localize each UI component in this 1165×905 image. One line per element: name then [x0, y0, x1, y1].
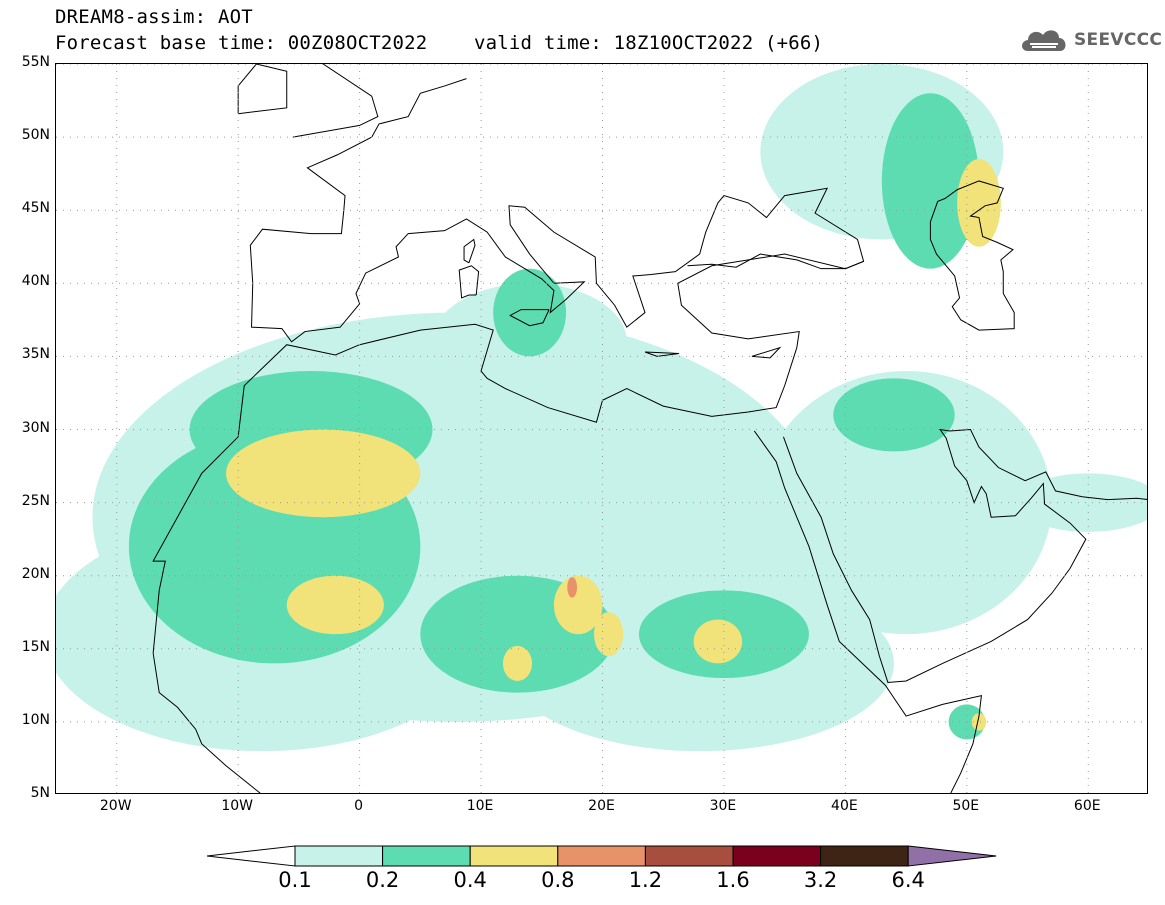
lat-tick-label: 45N — [21, 200, 50, 217]
aot-region — [833, 378, 955, 452]
coastline — [237, 64, 288, 115]
colorbar-tick-label: 6.4 — [891, 868, 925, 892]
coastline — [751, 346, 782, 359]
aot-region — [553, 575, 603, 635]
colorbar-segment — [820, 845, 909, 867]
lat-tick-label: 35N — [21, 346, 50, 363]
lon-tick-label: 20W — [99, 798, 132, 814]
aot-region — [881, 93, 979, 269]
colorbar-high-arrow — [907, 845, 997, 867]
cloud-icon — [1022, 30, 1066, 51]
aot-region — [693, 619, 743, 664]
logo-text: SEEVCCC — [1074, 30, 1163, 50]
lon-tick-label: 10W — [221, 798, 253, 814]
colorbar-segment — [469, 845, 559, 867]
coastlines — [152, 64, 1147, 793]
lon-tick-label: 40E — [831, 798, 858, 814]
lat-tick-label: 30N — [21, 419, 50, 436]
lat-tick-label: 55N — [21, 54, 50, 70]
aot-region — [760, 371, 1052, 635]
lon-tick-label: 50E — [952, 798, 980, 814]
colorbar-segment — [557, 845, 646, 867]
colorbar-tick-label: 1.2 — [628, 868, 663, 892]
aot-region — [286, 575, 384, 635]
aot-region — [567, 577, 577, 598]
aot-region — [957, 159, 1001, 247]
lon-tick-label: 10E — [466, 798, 494, 814]
colorbar-tick-label: 0.8 — [541, 868, 575, 892]
lon-tick-label: 20E — [588, 798, 615, 814]
lat-tick-label: 10N — [21, 711, 50, 728]
map-panel — [55, 63, 1148, 794]
lat-tick-label: 5N — [30, 785, 50, 801]
colorbar-segment — [294, 845, 384, 867]
coastline — [644, 351, 680, 357]
lat-tick-label: 25N — [21, 492, 50, 509]
lat-tick-label: 15N — [21, 638, 50, 655]
colorbar-tick-label: 3.2 — [803, 868, 838, 892]
aot-region — [971, 713, 987, 731]
chart-title: DREAM8-assim: AOT — [55, 6, 253, 28]
colorbar-tick-label: 0.2 — [365, 868, 400, 892]
lat-tick-label: 50N — [21, 127, 50, 144]
colorbar-tick-label: 0.1 — [278, 868, 312, 892]
colorbar-segment — [382, 845, 471, 867]
colorbar-tick-label: 0.4 — [453, 868, 487, 892]
aot-region — [1015, 473, 1147, 532]
coastline — [458, 265, 480, 299]
coastline — [463, 238, 476, 264]
aot-region — [493, 268, 567, 357]
coastline — [687, 253, 864, 270]
lat-tick-label: 40N — [21, 273, 50, 290]
coastline — [782, 428, 1147, 683]
lon-tick-label: 30E — [709, 798, 737, 814]
lon-tick-label: 0 — [354, 798, 364, 814]
lon-tick-label: 60E — [1073, 798, 1101, 814]
forecast-time-info: Forecast base time: 00Z08OCT2022 valid t… — [55, 32, 824, 54]
aot-field — [56, 64, 1147, 752]
map-canvas — [56, 64, 1147, 793]
colorbar-segment — [644, 845, 734, 867]
colorbar — [206, 845, 997, 867]
lat-tick-label: 20N — [21, 565, 50, 582]
coastline — [152, 78, 865, 654]
colorbar-tick-label: 1.6 — [716, 868, 750, 892]
seevccc-logo: SEEVCCC — [1018, 22, 1162, 58]
colorbar-low-arrow — [206, 845, 296, 867]
coastline — [152, 653, 261, 793]
coastline — [292, 64, 379, 138]
aot-region — [226, 429, 421, 518]
aot-region — [593, 612, 624, 657]
colorbar-segment — [732, 845, 822, 867]
grid-lines — [56, 64, 1147, 793]
aot-region — [502, 645, 533, 681]
coastline — [929, 180, 1015, 331]
coastline — [509, 309, 550, 327]
coastline — [753, 430, 982, 793]
